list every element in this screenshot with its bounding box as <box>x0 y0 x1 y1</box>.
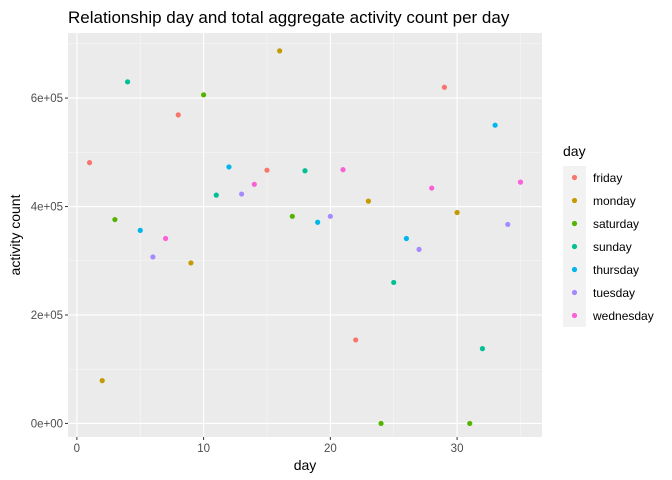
data-point-sunday <box>391 279 397 286</box>
legend-swatch-saturday <box>571 220 578 227</box>
x-tick-label: 0 <box>74 443 80 455</box>
x-tick-label: 20 <box>324 443 337 455</box>
data-point-friday <box>264 167 270 173</box>
y-tick-label: 2e+05 <box>31 310 63 322</box>
data-point-monday <box>277 48 283 54</box>
data-point-wednesday <box>162 235 169 242</box>
y-tick-label: 4e+05 <box>31 202 63 214</box>
legend-label-thursday: thursday <box>593 263 639 277</box>
data-point-sunday <box>302 168 308 174</box>
legend-swatch-tuesday <box>571 289 578 296</box>
data-point-tuesday <box>150 254 156 260</box>
data-point-monday <box>454 209 460 216</box>
data-point-saturday <box>378 420 384 427</box>
data-points <box>86 48 524 427</box>
data-point-sunday <box>213 192 219 198</box>
data-point-monday <box>99 378 105 384</box>
data-point-wednesday <box>517 179 524 185</box>
minor-gridlines <box>68 33 542 437</box>
legend-title: day <box>563 143 586 159</box>
legend-swatch-monday <box>571 197 578 204</box>
data-point-sunday <box>479 346 486 352</box>
plot-panel <box>68 33 542 437</box>
data-point-thursday <box>315 219 321 225</box>
data-point-thursday <box>137 227 143 233</box>
legend-swatch-wednesday <box>571 312 578 319</box>
legend-swatch-friday <box>571 174 578 181</box>
data-point-tuesday <box>505 221 511 228</box>
x-axis-title: day <box>294 457 317 473</box>
chart-title: Relationship day and total aggregate act… <box>68 8 510 27</box>
data-point-monday <box>365 198 371 204</box>
data-point-sunday <box>124 79 131 85</box>
legend-swatch-thursday <box>571 266 578 273</box>
legend-label-sunday: sunday <box>593 240 632 254</box>
data-point-wednesday <box>429 185 435 191</box>
legend-swatch-sunday <box>571 243 578 250</box>
data-point-thursday <box>492 122 498 128</box>
legend-label-tuesday: tuesday <box>593 286 635 300</box>
x-tick-label: 30 <box>451 443 464 455</box>
y-tick-label: 0e+00 <box>31 418 63 430</box>
data-point-saturday <box>112 216 118 223</box>
data-point-tuesday <box>416 246 422 252</box>
data-point-thursday <box>226 164 232 170</box>
legend-label-saturday: saturday <box>593 217 639 231</box>
data-point-friday <box>353 337 359 343</box>
data-point-friday <box>441 84 448 90</box>
data-point-monday <box>188 260 194 266</box>
data-point-saturday <box>289 213 295 219</box>
data-point-friday <box>175 112 181 118</box>
data-point-wednesday <box>340 167 346 173</box>
data-point-thursday <box>403 235 409 242</box>
data-point-tuesday <box>327 213 333 219</box>
data-point-wednesday <box>251 181 257 187</box>
data-point-friday <box>86 160 93 166</box>
x-tick-label: 10 <box>197 443 210 455</box>
legend: day friday monday saturday sunday thursday tu… <box>563 143 654 327</box>
legend-label-monday: monday <box>593 194 636 208</box>
major-gridlines <box>68 33 542 437</box>
data-point-tuesday <box>239 191 245 197</box>
legend-label-friday: friday <box>593 171 622 185</box>
legend-label-wednesday: wednesday <box>592 309 654 323</box>
y-tick-label: 6e+05 <box>31 93 63 105</box>
data-point-saturday <box>467 420 473 427</box>
y-axis-title: activity count <box>7 194 23 275</box>
data-point-saturday <box>201 92 207 98</box>
x-axis: 0 10 20 30 <box>74 437 464 455</box>
y-axis: 0e+00 2e+05 4e+05 6e+05 <box>31 93 68 430</box>
